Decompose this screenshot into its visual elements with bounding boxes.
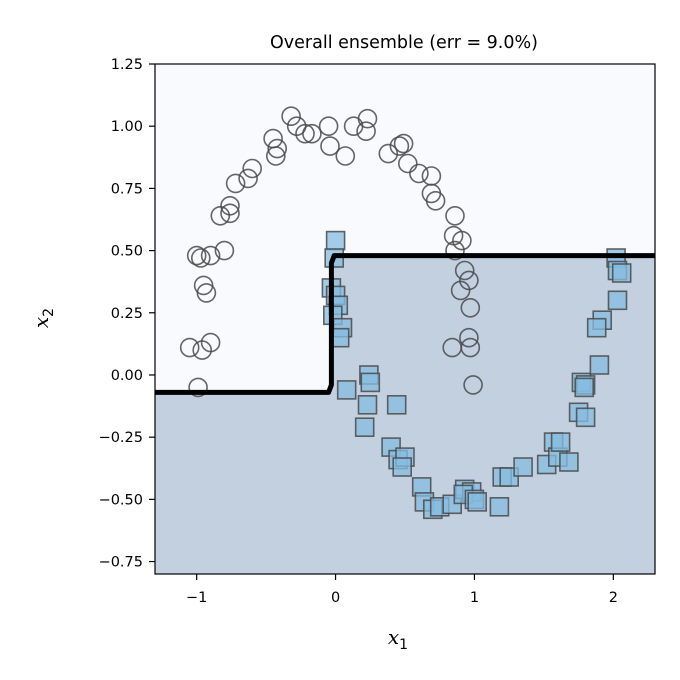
square-point <box>574 377 595 398</box>
chart-title: Overall ensemble (err = 9.0%) <box>270 33 538 53</box>
circle-point <box>356 121 376 141</box>
circle-point <box>459 327 479 348</box>
circle-point <box>320 136 340 156</box>
square-point <box>467 492 488 512</box>
square-point <box>586 317 607 338</box>
x-tick-label: 1 <box>470 590 479 606</box>
plot-area <box>154 63 656 575</box>
circle-point <box>265 146 286 166</box>
square-point <box>607 290 628 311</box>
circle-point <box>393 133 414 154</box>
x-tick-label: 2 <box>609 590 618 606</box>
square-point <box>589 355 610 375</box>
circle-point <box>220 196 240 216</box>
data-points <box>179 106 632 520</box>
y-axis-label-main: x <box>29 317 53 328</box>
circle-point <box>357 108 378 129</box>
square-point <box>336 380 357 400</box>
circle-point <box>281 106 301 126</box>
circle-point <box>242 158 262 179</box>
circle-point <box>445 240 465 261</box>
y-axis: 1.25 1.00 0.75 0.50 0.25 0.00 −0.25 −0.50 −0.75 <box>99 57 155 571</box>
y-tick-label: 1.00 <box>111 119 143 135</box>
plot-frame <box>154 63 656 575</box>
circle-point <box>460 297 481 318</box>
square-point <box>513 457 533 477</box>
square-point <box>354 417 375 438</box>
y-tick-label: 0.50 <box>111 244 143 260</box>
circle-point <box>302 123 322 144</box>
square-point <box>360 372 381 393</box>
x-tick-label: −1 <box>186 590 207 606</box>
square-point <box>489 496 510 517</box>
circle-point <box>238 168 258 189</box>
x-axis: −1 0 1 2 <box>186 574 618 606</box>
circle-point <box>200 332 221 353</box>
circle-point <box>295 123 315 144</box>
square-point <box>611 263 632 283</box>
circle-point <box>200 245 221 266</box>
decision-boundary-line <box>155 253 655 395</box>
circle-point <box>425 191 446 211</box>
circle-point <box>214 240 235 261</box>
circle-point <box>450 280 471 301</box>
circle-point <box>409 163 429 184</box>
square-point <box>550 432 571 452</box>
circle-point <box>191 248 211 268</box>
y-axis-label: x2 <box>29 308 57 328</box>
circle-point <box>335 146 356 166</box>
circle-point <box>220 203 240 224</box>
y-tick-label: −0.50 <box>99 492 143 508</box>
circle-point <box>378 143 399 164</box>
circle-point <box>454 260 475 281</box>
square-point <box>325 230 346 251</box>
circle-point <box>463 375 483 395</box>
circle-point <box>445 206 465 226</box>
y-tick-label: 1.25 <box>111 57 143 73</box>
y-tick-label: 0.75 <box>111 181 143 197</box>
y-axis-label-subscript: 2 <box>41 308 57 317</box>
circle-point <box>267 138 288 159</box>
circle-point <box>225 173 246 194</box>
x-axis-label: x1 <box>388 625 408 653</box>
x-axis-label-subscript: 1 <box>399 637 408 653</box>
circle-point <box>318 116 339 136</box>
circle-point <box>186 245 207 266</box>
x-axis-label-main: x <box>388 625 399 649</box>
square-point <box>575 407 596 428</box>
square-point <box>559 452 579 472</box>
y-tick-label: 0.25 <box>111 306 143 322</box>
y-tick-label: −0.25 <box>99 430 143 446</box>
circle-point <box>397 153 418 174</box>
circle-point <box>179 337 200 358</box>
y-tick-label: −0.75 <box>99 555 143 571</box>
circle-point <box>196 283 217 303</box>
circle-point <box>452 230 472 251</box>
class1-region <box>155 255 655 574</box>
square-point <box>357 394 378 415</box>
square-point <box>386 394 407 415</box>
y-tick-label: 0.00 <box>111 368 143 384</box>
circle-point <box>389 136 410 156</box>
x-tick-label: 0 <box>331 590 340 606</box>
circle-point <box>188 377 208 398</box>
square-point <box>392 457 413 477</box>
circle-point <box>460 337 481 358</box>
